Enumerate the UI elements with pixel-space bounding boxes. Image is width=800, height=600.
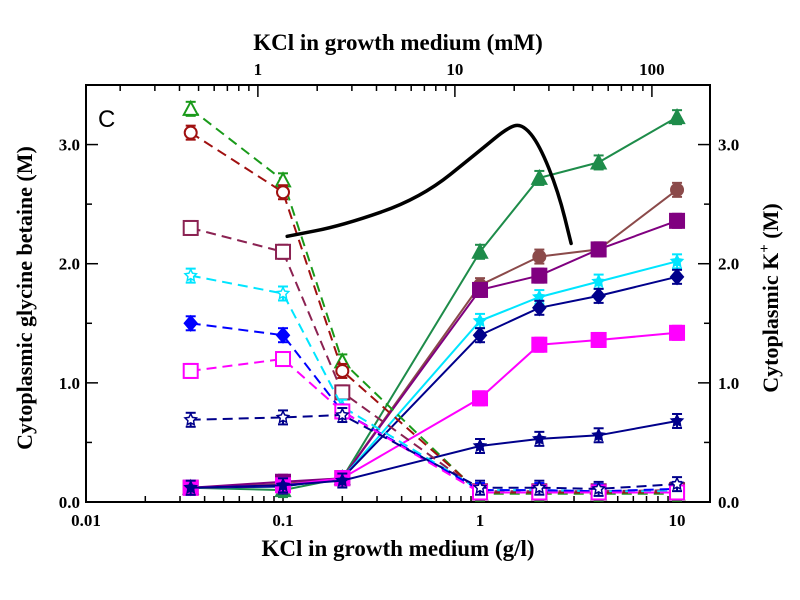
series-line xyxy=(190,219,678,489)
y2-label-unit: (M) xyxy=(758,203,783,244)
data-point xyxy=(670,182,685,197)
x-axis-label: KCl in growth medium (g/l) xyxy=(261,536,534,561)
data-point xyxy=(589,153,608,170)
data-point xyxy=(275,326,291,344)
series xyxy=(183,124,685,501)
data-point xyxy=(531,431,547,446)
data-point xyxy=(472,281,489,298)
data-point xyxy=(275,351,292,368)
data-point xyxy=(591,273,606,288)
data-point xyxy=(183,267,198,282)
series xyxy=(183,412,685,496)
x-tick-label: 0.01 xyxy=(71,511,101,530)
data-point xyxy=(472,313,488,328)
x-tick-label: 10 xyxy=(669,511,686,530)
data-point xyxy=(183,412,199,426)
data-point xyxy=(591,427,606,442)
y2-axis-label: Cytoplasmic K+ (M) xyxy=(757,203,783,392)
series-line xyxy=(190,275,678,489)
y2-tick-label: 0.0 xyxy=(718,493,739,512)
y-tick-label: 3.0 xyxy=(59,136,80,155)
x2-tick-label: 10 xyxy=(446,60,463,79)
plot-frame xyxy=(85,84,711,503)
data-point xyxy=(472,438,488,453)
data-point xyxy=(591,481,606,496)
data-point xyxy=(668,108,686,125)
series xyxy=(183,407,685,497)
data-point xyxy=(182,219,199,236)
data-point xyxy=(591,287,606,305)
y2-tick-label: 3.0 xyxy=(718,136,739,155)
data-point xyxy=(530,168,549,185)
data-point xyxy=(531,479,547,494)
data-point xyxy=(472,390,489,407)
series-line xyxy=(190,420,678,489)
data-point xyxy=(532,249,547,264)
data-point xyxy=(472,479,488,494)
data-point xyxy=(471,242,489,259)
y2-tick-label: 2.0 xyxy=(718,255,739,274)
y2-tick-label: 1.0 xyxy=(718,374,739,393)
y2-label-sup: + xyxy=(757,244,773,253)
series xyxy=(183,268,685,497)
data-point xyxy=(182,99,200,116)
data-point xyxy=(531,267,548,284)
x-tick-label: 1 xyxy=(476,511,485,530)
data-point xyxy=(590,331,607,348)
data-point xyxy=(531,336,548,353)
x2-tick-label: 100 xyxy=(639,60,665,79)
x-tick-label: 0.1 xyxy=(272,511,293,530)
data-point xyxy=(275,243,292,260)
data-point xyxy=(669,324,686,341)
data-point xyxy=(334,407,350,422)
data-point xyxy=(275,409,291,424)
series xyxy=(182,324,686,496)
series xyxy=(182,108,686,499)
y-tick-label: 0.0 xyxy=(59,493,80,512)
data-point xyxy=(275,285,291,300)
y2-label-text: Cytoplasmic K xyxy=(758,253,783,393)
data-point xyxy=(669,413,685,428)
data-point xyxy=(472,326,488,344)
y-axis-label: Cytoplasmic glycine betaine (M) xyxy=(12,146,37,450)
series xyxy=(182,99,686,502)
series xyxy=(183,314,685,500)
data-point xyxy=(276,185,291,200)
marks xyxy=(182,99,686,502)
x2-tick-label: 1 xyxy=(254,60,263,79)
data-point xyxy=(669,253,685,268)
data-point xyxy=(669,268,685,286)
data-point xyxy=(275,477,291,492)
data-point xyxy=(669,212,686,229)
y-tick-label: 1.0 xyxy=(59,374,80,393)
data-point xyxy=(532,299,547,317)
data-point xyxy=(334,472,350,487)
data-point xyxy=(590,241,607,258)
data-point xyxy=(183,480,199,494)
data-point xyxy=(183,125,198,140)
data-point xyxy=(183,314,199,332)
data-point xyxy=(669,476,685,491)
panel-label: C xyxy=(98,106,115,133)
y-tick-label: 2.0 xyxy=(59,255,80,274)
annotation-curve xyxy=(285,123,573,246)
data-point xyxy=(182,362,199,379)
ticks: 0.01 0.1 1 10 1 10 100 0.0 1.0 2.0 3.0 0.0 1.0 2.0 3.0 xyxy=(59,60,740,530)
x2-axis-label: KCl in growth medium (mM) xyxy=(253,30,543,55)
data-point xyxy=(335,363,350,378)
